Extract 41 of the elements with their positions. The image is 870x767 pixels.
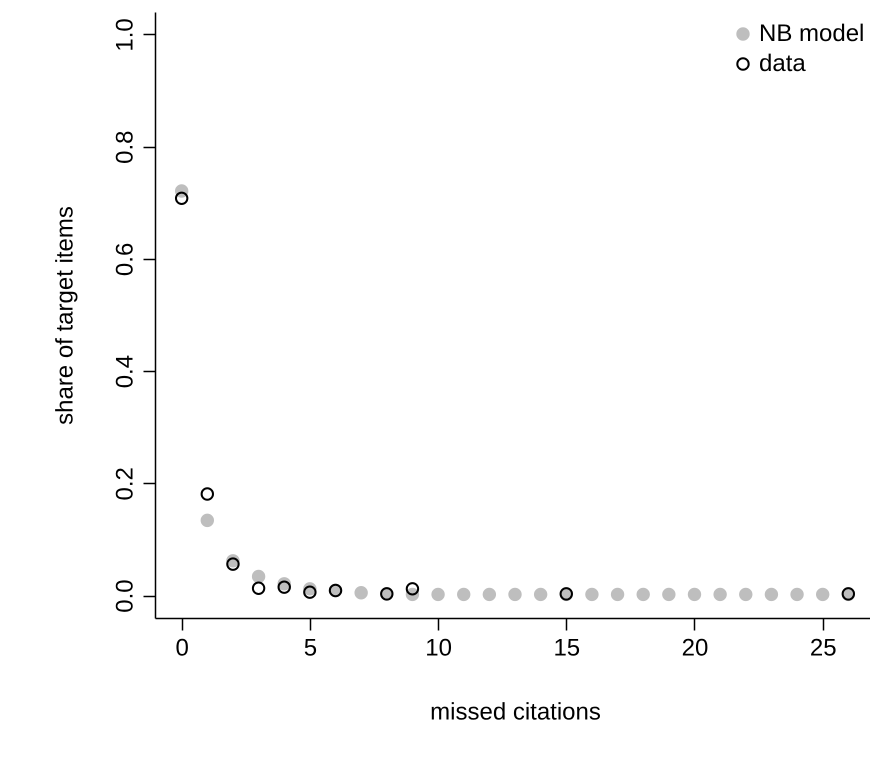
y-tick-label: 0.2 [112,467,138,501]
point [816,588,830,602]
point [200,514,214,528]
point [431,588,445,602]
y-tick-label: 0.0 [112,579,138,613]
y-tick-label: 1.0 [112,18,138,52]
point [482,588,496,602]
point [713,588,727,602]
point [457,588,470,602]
x-tick-label: 0 [175,634,189,662]
point [252,582,266,595]
point [688,588,702,602]
legend-label: data [759,50,806,77]
y-tick-label: 0.8 [112,130,138,164]
point [174,192,188,205]
y-tick-label: 0.6 [112,242,138,276]
point [739,588,752,602]
point [534,588,548,602]
point [252,570,266,584]
legend-label: NB model [759,20,864,47]
y-tick-label: 0.4 [112,354,138,388]
x-tick-label: 15 [553,634,580,662]
x-tick-label: 10 [425,634,452,662]
point [790,588,804,602]
point [406,582,420,596]
point [508,588,522,602]
point [610,588,624,602]
y-axis-title: share of target items [52,206,78,425]
point [303,586,317,599]
point [278,580,291,594]
point [226,557,240,571]
point [662,588,676,602]
point [200,487,214,501]
point [585,588,599,602]
x-tick-label: 20 [682,634,708,662]
x-axis-title: missed citations [430,698,601,726]
point [764,588,778,602]
x-tick-label: 25 [810,634,837,662]
point [636,588,650,602]
x-tick-label: 5 [304,634,318,662]
point [354,586,368,600]
